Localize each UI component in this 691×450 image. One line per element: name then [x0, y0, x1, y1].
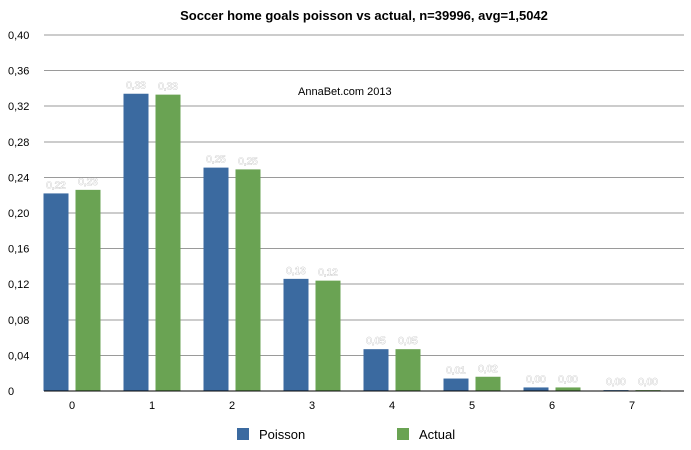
data-label-actual-3: 0,12	[318, 268, 338, 279]
x-tick-label: 4	[389, 400, 395, 412]
data-label-actual-4: 0,05	[398, 336, 418, 347]
bar-actual-4	[395, 349, 421, 391]
y-tick-label: 0,04	[8, 350, 29, 362]
data-label-poisson-5: 0,01	[446, 366, 466, 377]
watermark-annotation: AnnaBet.com 2013	[298, 86, 392, 98]
x-tick-label: 0	[69, 400, 75, 412]
data-label-actual-7: 0,00	[638, 377, 658, 388]
legend-swatch-poisson	[237, 428, 249, 440]
bar-poisson-6	[523, 387, 549, 391]
data-label-poisson-4: 0,05	[366, 336, 386, 347]
bars	[43, 93, 661, 392]
x-tick-label: 1	[149, 400, 155, 412]
data-label-poisson-7: 0,00	[606, 377, 626, 388]
y-tick-label: 0,16	[8, 244, 29, 256]
legend: Poisson Actual	[237, 427, 455, 442]
y-tick-label: 0,32	[8, 101, 29, 113]
y-tick-label: 0,08	[8, 315, 29, 327]
y-tick-label: 0,40	[8, 30, 29, 42]
bar-actual-0	[75, 189, 101, 391]
bar-poisson-2	[203, 167, 229, 391]
x-tick-label: 5	[469, 400, 475, 412]
x-tick-label: 2	[229, 400, 235, 412]
data-label-poisson-2: 0,25	[206, 155, 226, 166]
data-label-actual-2: 0,25	[238, 156, 258, 167]
data-label-poisson-1: 0,33	[126, 81, 146, 92]
data-label-poisson-0: 0,22	[46, 180, 66, 191]
bar-actual-5	[475, 376, 501, 391]
y-tick-label: 0,28	[8, 137, 29, 149]
data-label-poisson-6: 0,00	[526, 374, 546, 385]
legend-label-poisson: Poisson	[259, 427, 305, 442]
bar-actual-1	[155, 94, 181, 391]
bar-poisson-0	[43, 193, 69, 391]
bar-poisson-3	[283, 278, 309, 391]
y-tick-label: 0,24	[8, 172, 29, 184]
gridlines	[44, 34, 684, 356]
data-label-actual-0: 0,23	[78, 177, 98, 188]
y-tick-label: 0,36	[8, 66, 29, 78]
y-tick-label: 0,12	[8, 279, 29, 291]
bar-actual-2	[235, 169, 261, 391]
bar-poisson-4	[363, 349, 389, 391]
x-tick-label: 6	[549, 400, 555, 412]
x-tick-label: 7	[629, 400, 635, 412]
data-label-poisson-3: 0,13	[286, 266, 306, 277]
chart-title: Soccer home goals poisson vs actual, n=3…	[180, 8, 548, 23]
x-axis-ticks: 0 1 2 3 4 5 6 7	[69, 400, 635, 412]
bar-actual-6	[555, 387, 581, 391]
y-tick-label: 0,20	[8, 208, 29, 220]
data-label-actual-6: 0,00	[558, 374, 578, 385]
data-labels: 0,22 0,23 0,33 0,33 0,25 0,25 0,13 0,12 0,05 0,05…	[46, 80, 659, 388]
bar-actual-3	[315, 280, 341, 391]
data-label-actual-1: 0,33	[158, 82, 178, 93]
data-label-actual-5: 0,02	[478, 364, 498, 375]
y-tick-label: 0	[8, 386, 14, 398]
legend-swatch-actual	[397, 428, 409, 440]
bar-poisson-5	[443, 378, 469, 391]
legend-label-actual: Actual	[419, 427, 455, 442]
y-axis-ticks: 0 0,04 0,08 0,12 0,16 0,20 0,24 0,28 0,32 0,36 0,4…	[8, 30, 29, 398]
bar-poisson-1	[123, 93, 149, 392]
x-tick-label: 3	[309, 400, 315, 412]
